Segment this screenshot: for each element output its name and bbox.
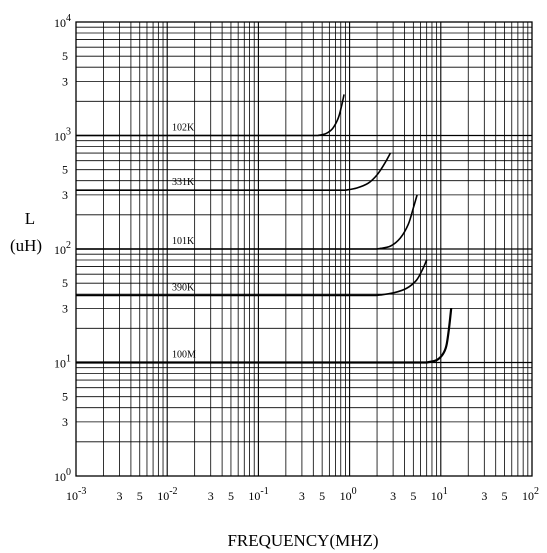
series-label-331k: 331K <box>172 177 195 188</box>
series-label-100m: 100M <box>172 350 196 361</box>
x-minor-tick-label: 3 <box>481 489 487 503</box>
series-label-102k: 102K <box>172 123 195 134</box>
series-label-390k: 390K <box>172 282 195 293</box>
x-tick-label: 10-2 <box>157 486 177 503</box>
y-tick-label: 101 <box>54 354 71 371</box>
series-labels: 102K 331K 101K 390K 100M <box>172 123 196 361</box>
y-tick-label: 100 <box>54 467 71 484</box>
y-minor-tick-label: 3 <box>62 415 68 429</box>
x-minor-tick-label: 5 <box>410 489 416 503</box>
y-tick-label: 104 <box>54 13 71 30</box>
y-minor-tick-label: 3 <box>62 74 68 88</box>
x-axis-label: FREQUENCY(MHZ) <box>227 531 378 550</box>
x-minor-tick-label: 3 <box>117 489 123 503</box>
y-minor-tick-label: 5 <box>62 276 68 290</box>
y-minor-tick-label: 5 <box>62 49 68 63</box>
y-axis-unit-label: (uH) <box>10 236 42 255</box>
x-minor-tick-label: 3 <box>390 489 396 503</box>
x-minor-tick-label: 3 <box>208 489 214 503</box>
x-tick-label: 100 <box>340 486 357 503</box>
series-curve-390k <box>76 259 428 297</box>
series-curve-331k <box>76 152 392 191</box>
series-label-101k: 101K <box>172 236 195 247</box>
x-tick-label: 10-3 <box>66 486 86 503</box>
x-minor-tick-label: 5 <box>137 489 143 503</box>
x-minor-tick-label: 5 <box>319 489 325 503</box>
x-minor-tick-label: 5 <box>502 489 508 503</box>
y-axis-label: L <box>25 209 35 228</box>
y-minor-tick-label: 3 <box>62 188 68 202</box>
x-tick-label: 10-1 <box>248 486 268 503</box>
y-tick-label: 103 <box>54 127 71 144</box>
y-tick-label: 102 <box>54 240 71 257</box>
series-curve-102k <box>76 94 345 137</box>
x-minor-tick-label: 3 <box>299 489 305 503</box>
x-tick-label: 101 <box>431 486 448 503</box>
y-minor-tick-label: 5 <box>62 390 68 404</box>
x-minor-tick-label: 5 <box>228 489 234 503</box>
y-minor-tick-label: 5 <box>62 163 68 177</box>
series-curve-100m <box>76 308 453 364</box>
series-curve-101k <box>76 194 418 250</box>
y-minor-tick-label: 3 <box>62 301 68 315</box>
x-tick-label: 102 <box>522 486 539 503</box>
series-curves <box>76 94 453 364</box>
